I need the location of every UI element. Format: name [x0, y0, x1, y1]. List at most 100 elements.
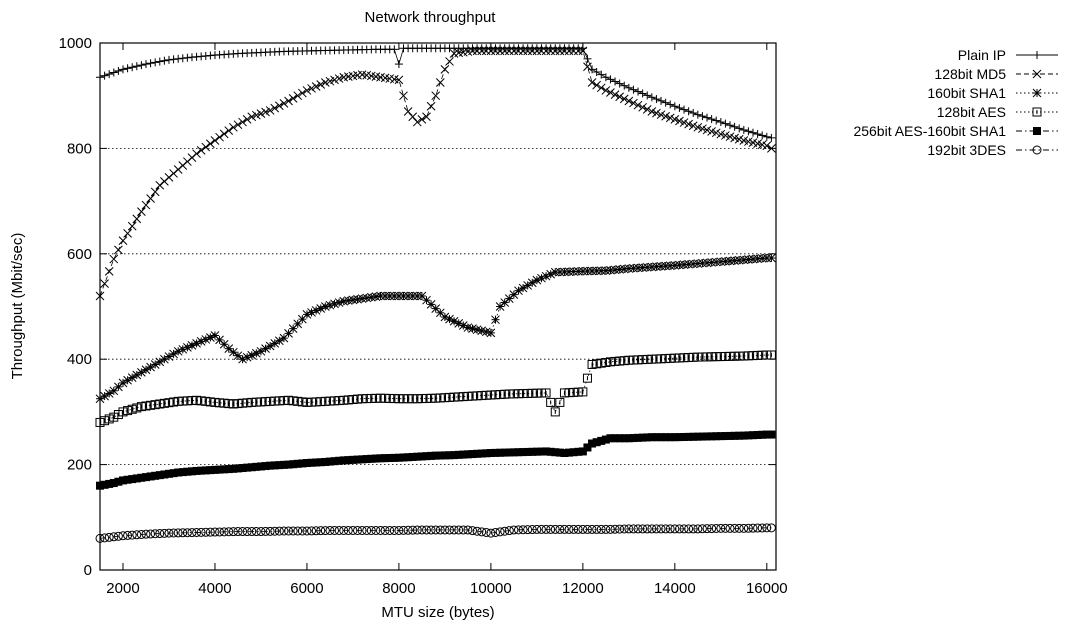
data-point [376, 454, 385, 463]
data-point [734, 351, 744, 361]
data-point [270, 461, 279, 470]
data-point [435, 393, 445, 403]
data-point [675, 433, 684, 442]
data-point [100, 279, 109, 289]
data-point [444, 392, 454, 402]
data-point [444, 525, 454, 535]
data-point [730, 351, 740, 361]
data-point [270, 526, 280, 536]
data-point [661, 111, 670, 121]
data-point [431, 91, 441, 101]
data-point [661, 433, 670, 442]
data-point [454, 525, 464, 535]
data-point [348, 455, 357, 464]
data-point [96, 73, 104, 82]
data-point [412, 117, 422, 127]
data-point [256, 527, 266, 537]
data-point [242, 527, 252, 537]
data-point [656, 354, 666, 364]
data-point [735, 124, 744, 133]
data-point [532, 524, 542, 534]
data-point [178, 54, 187, 63]
data-point [266, 461, 275, 470]
data-point [587, 359, 597, 369]
data-point [399, 525, 409, 535]
data-point [348, 525, 358, 535]
data-point [109, 68, 118, 77]
data-point [657, 433, 666, 442]
data-point [665, 353, 675, 363]
data-point [605, 524, 615, 534]
data-point [560, 46, 569, 56]
data-point [513, 389, 523, 399]
data-point [527, 46, 537, 56]
data-point [311, 82, 321, 91]
data-point [458, 525, 468, 535]
data-point [638, 102, 647, 112]
data-point [592, 438, 601, 447]
data-point [468, 46, 477, 56]
data-point [633, 100, 643, 110]
data-point [697, 524, 707, 534]
data-point [610, 524, 620, 534]
data-point [748, 351, 758, 361]
data-point [150, 360, 160, 369]
data-point [481, 46, 491, 56]
data-point [757, 350, 767, 360]
data-point [104, 267, 114, 276]
data-point [491, 46, 500, 56]
data-point [265, 106, 275, 115]
data-point [440, 451, 449, 460]
data-point [697, 352, 707, 362]
data-point [417, 291, 427, 301]
data-point [123, 475, 132, 484]
data-point [767, 144, 776, 153]
data-point [730, 523, 740, 533]
x-tick-label: 8000 [382, 580, 415, 597]
data-point [514, 448, 523, 457]
data-point [564, 46, 574, 56]
data-point [679, 353, 689, 363]
data-point [440, 393, 450, 403]
data-point [242, 398, 252, 408]
data-point [238, 464, 247, 473]
data-point [629, 434, 638, 443]
data-point [482, 449, 491, 458]
data-point [371, 525, 381, 535]
data-point [518, 46, 528, 56]
data-point [611, 434, 620, 443]
data-point [490, 527, 500, 537]
data-point [445, 451, 454, 460]
data-point [247, 527, 257, 537]
data-point [702, 352, 712, 362]
data-point [578, 46, 588, 56]
data-point [357, 394, 367, 404]
data-point [680, 432, 689, 441]
data-point [559, 388, 569, 398]
data-point [389, 291, 399, 301]
data-point [146, 59, 155, 68]
data-point [132, 62, 141, 71]
x-tick-label: 12000 [562, 580, 604, 597]
data-point [596, 358, 606, 368]
data-point [366, 525, 376, 535]
data-point [647, 524, 657, 534]
x-tick-label: 16000 [746, 580, 788, 597]
data-point [661, 524, 671, 534]
data-point [229, 464, 238, 473]
data-point [192, 149, 201, 159]
data-point [596, 83, 606, 93]
data-point [261, 397, 271, 407]
data-point [592, 524, 602, 534]
data-point [657, 96, 666, 105]
data-point [559, 524, 569, 534]
data-point [353, 394, 363, 404]
data-point [431, 393, 441, 403]
data-point [104, 414, 114, 424]
data-point [661, 98, 670, 107]
data-point [477, 527, 487, 537]
data-point [596, 524, 606, 534]
data-point [647, 354, 657, 364]
data-point [151, 471, 160, 480]
data-point [573, 387, 583, 397]
